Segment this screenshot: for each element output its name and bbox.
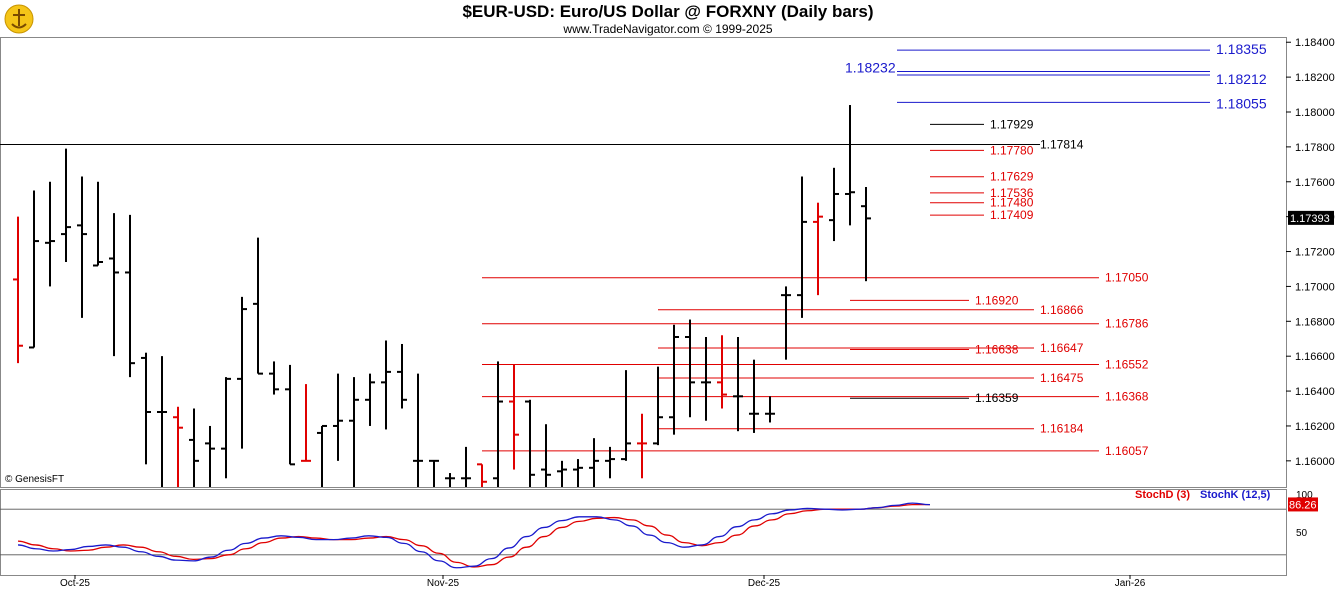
stoch-y-tick-label: 100 [1296, 490, 1313, 501]
chart-title: $EUR-USD: Euro/US Dollar @ FORXNY (Daily… [462, 2, 874, 21]
level-label: 1.17629 [990, 170, 1034, 184]
level-label: 1.16552 [1105, 358, 1149, 372]
stoch-y-tick-label: 50 [1296, 528, 1308, 539]
y-tick-label: 1.18000 [1295, 107, 1335, 119]
level-label: 1.17814 [1040, 137, 1084, 151]
levels-group: 1.18355 1.18232 1.18212 1.18055 1.17929 1.178… [482, 41, 1267, 458]
last-price-label: 1.17393 [1290, 213, 1330, 225]
stoch-last-marker [1288, 497, 1318, 512]
y-tick-label: 1.17800 [1295, 142, 1335, 154]
stoch-d-legend: StochD (3) [1135, 489, 1190, 501]
level-label: 1.18232 [845, 60, 896, 76]
level-label: 1.16920 [975, 293, 1019, 307]
y-tick-label: 1.17000 [1295, 281, 1335, 293]
level-label: 1.16638 [975, 343, 1019, 357]
y-tick-label: 1.18400 [1295, 37, 1335, 49]
ohlc-bars [13, 105, 871, 487]
x-tick-label: Oct-25 [60, 578, 90, 589]
level-label: 1.16786 [1105, 317, 1149, 331]
level-label: 1.18355 [1216, 41, 1267, 57]
stoch-k-legend: StochK (12,5) [1200, 489, 1271, 501]
y-tick-label: 1.16200 [1295, 421, 1335, 433]
price-panel [0, 37, 1287, 488]
trade-navigator-logo-icon [4, 4, 34, 34]
chart-subtitle: www.TradeNavigator.com © 1999-2025 [563, 22, 773, 36]
credit-label: © GenesisFT [5, 474, 65, 485]
level-label: 1.18212 [1216, 71, 1267, 87]
level-label: 1.16647 [1040, 341, 1084, 355]
level-label: 1.17409 [990, 208, 1034, 222]
y-tick-label: 1.17200 [1295, 247, 1335, 259]
level-label: 1.16866 [1040, 303, 1084, 317]
stoch-d-line [17, 503, 930, 568]
level-label: 1.17536 [990, 186, 1034, 200]
stoch-k-line [17, 502, 931, 569]
x-tick-label: Nov-25 [427, 578, 460, 589]
level-label: 1.16368 [1105, 390, 1149, 404]
level-label: 1.16359 [975, 391, 1019, 405]
level-label: 1.16057 [1105, 444, 1149, 458]
y-tick-label: 1.16400 [1295, 386, 1335, 398]
last-price-marker [1288, 210, 1334, 225]
y-tick-label: 1.16800 [1295, 316, 1335, 328]
level-label: 1.17929 [990, 117, 1034, 131]
level-label: 1.17050 [1105, 271, 1149, 285]
x-tick-label: Dec-25 [748, 578, 781, 589]
y-tick-label: 1.16600 [1295, 351, 1335, 363]
y-tick-label: 1.16000 [1295, 456, 1335, 468]
x-tick-label: Jan-26 [1115, 578, 1146, 589]
level-label: 1.17780 [990, 143, 1034, 157]
y-tick-label: 1.18200 [1295, 72, 1335, 84]
level-label: 1.16184 [1040, 422, 1084, 436]
stoch-last-label: 86.26 [1289, 499, 1317, 511]
level-label: 1.17480 [990, 196, 1034, 210]
y-tick-label: 1.17600 [1295, 177, 1335, 189]
level-label: 1.18055 [1216, 95, 1267, 111]
level-label: 1.16475 [1040, 371, 1084, 385]
